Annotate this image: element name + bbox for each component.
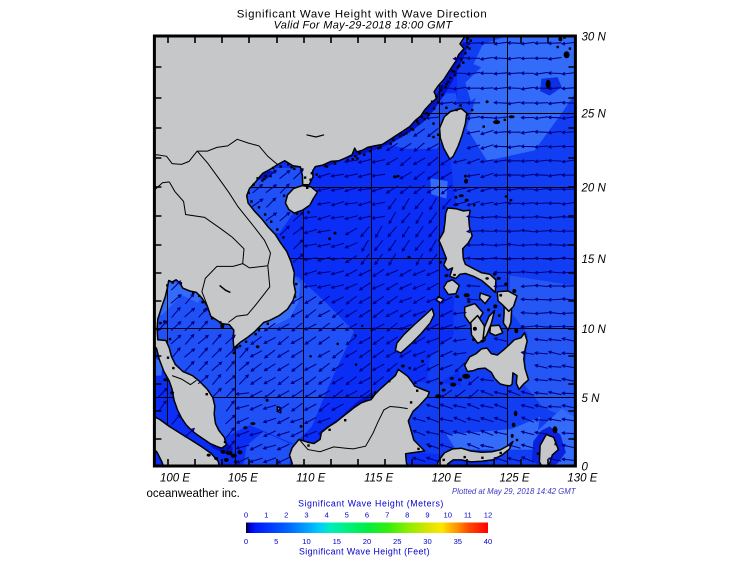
svg-text:10: 10 bbox=[302, 537, 310, 546]
svg-text:0: 0 bbox=[582, 461, 589, 473]
svg-text:5: 5 bbox=[274, 537, 278, 546]
svg-text:100 E: 100 E bbox=[160, 473, 190, 485]
svg-text:oceanweather inc.: oceanweather inc. bbox=[147, 488, 240, 500]
svg-text:3: 3 bbox=[304, 510, 308, 519]
svg-text:20 N: 20 N bbox=[581, 182, 607, 194]
svg-text:Significant Wave Height with W: Significant Wave Height with Wave Direct… bbox=[237, 9, 488, 21]
svg-text:5: 5 bbox=[345, 510, 349, 519]
svg-text:8: 8 bbox=[405, 510, 409, 519]
svg-text:Significant Wave Height (Feet): Significant Wave Height (Feet) bbox=[299, 546, 430, 556]
svg-text:11: 11 bbox=[464, 510, 472, 519]
svg-text:7: 7 bbox=[385, 510, 389, 519]
svg-text:0: 0 bbox=[244, 537, 248, 546]
svg-text:20: 20 bbox=[363, 537, 371, 546]
svg-text:130 E: 130 E bbox=[567, 473, 597, 485]
svg-text:2: 2 bbox=[284, 510, 288, 519]
svg-text:9: 9 bbox=[425, 510, 429, 519]
svg-text:15 N: 15 N bbox=[582, 254, 607, 266]
svg-text:115 E: 115 E bbox=[364, 473, 394, 485]
svg-text:4: 4 bbox=[325, 510, 329, 519]
svg-text:40: 40 bbox=[484, 537, 492, 546]
svg-text:125 E: 125 E bbox=[499, 473, 529, 485]
svg-text:12: 12 bbox=[484, 510, 492, 519]
svg-text:0: 0 bbox=[244, 510, 248, 519]
svg-text:6: 6 bbox=[365, 510, 369, 519]
svg-text:10: 10 bbox=[443, 510, 451, 519]
svg-text:Valid For May-29-2018 18:00 GM: Valid For May-29-2018 18:00 GMT bbox=[274, 20, 454, 32]
svg-text:15: 15 bbox=[333, 537, 341, 546]
svg-text:5 N: 5 N bbox=[582, 393, 601, 405]
svg-text:35: 35 bbox=[454, 537, 462, 546]
svg-text:30: 30 bbox=[423, 537, 431, 546]
svg-text:110 E: 110 E bbox=[296, 473, 326, 485]
svg-text:120 E: 120 E bbox=[432, 473, 462, 485]
svg-text:Plotted at May 29, 2018 14:42: Plotted at May 29, 2018 14:42 GMT bbox=[452, 487, 577, 496]
svg-text:30 N: 30 N bbox=[582, 31, 607, 43]
svg-text:1: 1 bbox=[264, 510, 268, 519]
svg-text:105 E: 105 E bbox=[228, 473, 258, 485]
svg-text:25: 25 bbox=[393, 537, 401, 546]
svg-text:10 N: 10 N bbox=[582, 324, 607, 336]
svg-text:Significant Wave Height (Meter: Significant Wave Height (Meters) bbox=[298, 499, 444, 509]
svg-text:25 N: 25 N bbox=[581, 108, 607, 120]
